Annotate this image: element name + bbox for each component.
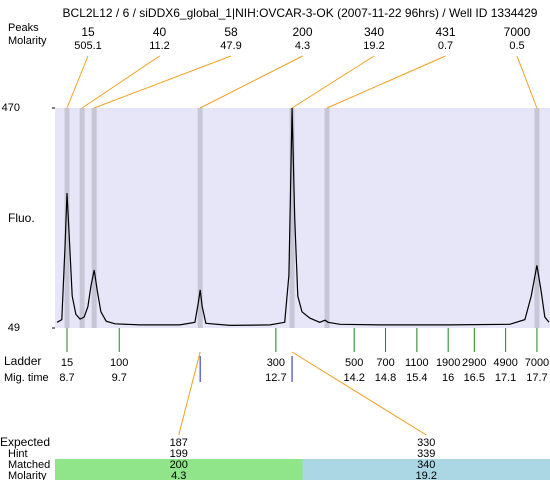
ladder-size: 300 (267, 357, 285, 369)
ladder-size: 2900 (462, 357, 486, 369)
peak-size: 7000 (504, 25, 531, 39)
peak-band (534, 108, 540, 328)
hint-value: 339 (417, 448, 435, 460)
peak-band (91, 108, 97, 328)
peak-molarity: 0.5 (509, 40, 524, 52)
peak-size: 340 (364, 25, 384, 39)
peak-molarity: 4.3 (295, 40, 310, 52)
ladder-time: 9.7 (112, 372, 127, 384)
peak-connector (291, 55, 375, 109)
hint-label: Hint (8, 448, 28, 460)
hint-value: 199 (170, 448, 188, 460)
matched-band (302, 459, 550, 480)
peak-size: 15 (81, 25, 95, 39)
peak-band (289, 108, 295, 328)
ladder-size: 15 (61, 357, 73, 369)
peak-molarity: 47.9 (220, 40, 241, 52)
expected-connector (291, 351, 427, 436)
peak-band (197, 108, 203, 328)
mig-time-label: Mig. time (4, 372, 49, 384)
matched-band (55, 459, 303, 480)
y-tick-label: 470 (2, 102, 20, 114)
peak-connector (199, 55, 303, 109)
ladder-size: 7000 (525, 357, 549, 369)
ladder-time: 16.5 (464, 372, 485, 384)
trace (56, 107, 550, 327)
peak-band (64, 108, 70, 328)
ladder-time: 17.7 (526, 372, 547, 384)
ladder-size: 500 (345, 357, 363, 369)
ladder-time: 17.1 (495, 372, 516, 384)
expected-label: Expected (0, 435, 50, 449)
peak-connector (93, 55, 232, 109)
peak-size: 431 (435, 25, 455, 39)
ladder-size: 100 (110, 357, 128, 369)
ladder-size: 1900 (436, 357, 460, 369)
chart-title: BCL2L12 / 6 / siDDX6_global_1|NIH:OVCAR-… (63, 6, 538, 20)
ladder-time: 12.7 (265, 372, 286, 384)
peak-connector (81, 55, 160, 109)
expected-molarity-label: Molarity (8, 470, 47, 480)
matched-value: 200 (170, 459, 188, 471)
molarity-label: Molarity (8, 35, 47, 47)
ladder-time: 8.7 (59, 372, 74, 384)
peak-molarity: 19.2 (363, 40, 384, 52)
ladder-time: 15.4 (406, 372, 427, 384)
molarity-value: 4.3 (171, 470, 186, 480)
ladder-size: 4900 (493, 357, 517, 369)
y-axis-label: Fluo. (8, 211, 35, 225)
peak-band (79, 108, 85, 328)
ladder-label: Ladder (4, 354, 41, 368)
peak-connector (66, 55, 89, 109)
matched-label: Matched (8, 459, 50, 471)
peak-molarity: 11.2 (149, 40, 170, 52)
peak-connector (326, 55, 446, 109)
expected-size: 187 (170, 437, 188, 449)
ladder-size: 1100 (405, 357, 429, 369)
expected-connector (178, 351, 201, 436)
peak-molarity: 0.7 (438, 40, 453, 52)
peak-band (324, 108, 330, 328)
peak-size: 200 (292, 25, 312, 39)
plot-area (55, 108, 550, 328)
ladder-time: 16 (442, 372, 454, 384)
peak-size: 58 (224, 25, 238, 39)
peak-connector (516, 55, 538, 109)
y-tick-label: 49 (8, 322, 20, 334)
expected-size: 330 (417, 437, 435, 449)
peak-size: 40 (153, 25, 167, 39)
matched-value: 340 (417, 459, 435, 471)
molarity-value: 19.2 (416, 470, 437, 480)
peak-molarity: 505.1 (74, 40, 102, 52)
ladder-size: 700 (376, 357, 394, 369)
peaks-label: Peaks (8, 22, 39, 34)
ladder-time: 14.2 (343, 372, 364, 384)
ladder-time: 14.8 (375, 372, 396, 384)
